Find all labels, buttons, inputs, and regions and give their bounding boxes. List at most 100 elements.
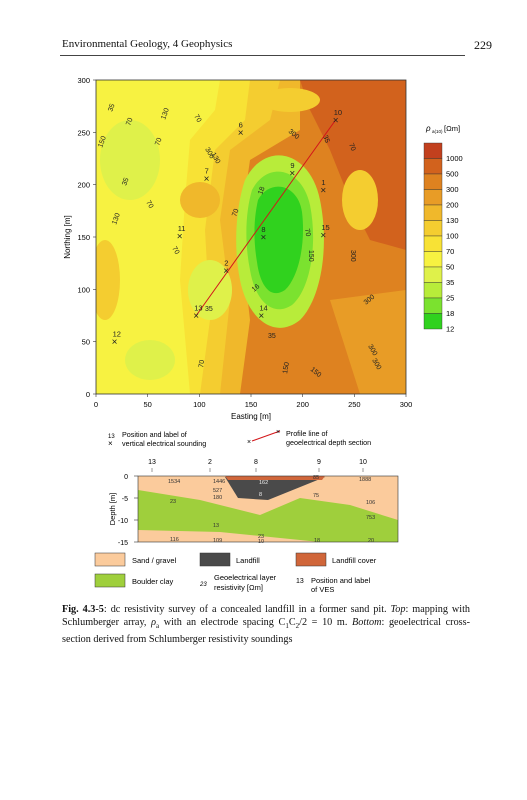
y-tick-label: 100 (77, 285, 90, 294)
legend-class-label: 1000 (446, 154, 463, 163)
caption-rho-subscript: a (155, 622, 160, 631)
landfill-label: Landfill (236, 556, 260, 565)
layer-resistivity-example: 23 (199, 582, 207, 588)
legend-class-label: 50 (446, 263, 454, 272)
legend-swatch (423, 220, 443, 237)
legend-class-label: 130 (446, 216, 459, 225)
ves-cross-icon: × (258, 311, 264, 322)
legend-swatch (423, 142, 443, 159)
y-tick-label: 50 (82, 338, 90, 347)
map-key: 13 Position and label of × vertical elec… (108, 429, 371, 448)
legend-swatch (423, 204, 443, 221)
section-top-label: 10 (359, 459, 367, 466)
layer-resistivity: 1888 (359, 477, 371, 483)
contour-label: 70 (303, 228, 311, 237)
landfill-cover-label: Landfill cover (332, 556, 377, 565)
caption-top-label: Top (390, 604, 406, 615)
x-tick-label: 100 (193, 400, 206, 409)
map-patch-100-c (260, 88, 320, 112)
x-tick-label: 0 (94, 400, 98, 409)
caption-rho: ρ (151, 617, 156, 629)
layer-resistivity: 10 (258, 539, 264, 545)
boulder-clay-swatch (94, 573, 126, 588)
legend-class-label: 25 (446, 294, 454, 303)
layer-resistivity: 8 (259, 492, 262, 498)
x-tick-label: 300 (400, 400, 413, 409)
legend-title-rho: ρ (425, 124, 431, 133)
legend-swatch (423, 251, 443, 268)
section-y-tick: -10 (118, 518, 128, 525)
ves-position-text-2: of VES (311, 585, 334, 594)
contour-label: 300 (203, 147, 215, 161)
section-y-tick: 0 (124, 474, 128, 481)
contour-label: 70 (192, 114, 202, 124)
layer-resistivity: 527 (213, 488, 222, 494)
page-number: 229 (474, 38, 492, 52)
layer-resistivity: 1534 (168, 479, 180, 485)
y-tick-label: 0 (86, 390, 90, 399)
ves-label: 11 (178, 224, 186, 233)
legend-classes: 1000 500 300 200 130 100 70 50 35 25 18 12 (423, 142, 463, 334)
layer-resistivity-text-1: Geoelectrical layer (214, 573, 277, 582)
y-tick-label: 150 (77, 233, 90, 242)
layer-resistivity: 85 (313, 475, 319, 481)
section-landfill-cover (225, 476, 325, 480)
legend-swatch (423, 282, 443, 299)
contour-label: 300 (370, 358, 382, 372)
boulder-clay-label: Boulder clay (132, 577, 174, 586)
contour-label: 150 (307, 250, 314, 262)
legend-swatch (423, 266, 443, 283)
ves-cross-icon: × (333, 115, 339, 126)
contour-label: 35 (268, 333, 276, 340)
layer-resistivity: 109 (213, 538, 222, 544)
contour-label: 70 (144, 200, 154, 210)
legend-class-label: 100 (446, 232, 459, 241)
legend-class-label: 200 (446, 201, 459, 210)
ves-cross-icon: × (238, 128, 244, 139)
section-top-label: 13 (148, 459, 156, 466)
contour-label: 70 (154, 137, 163, 147)
x-tick-label: 50 (143, 400, 151, 409)
caption-text: /2 = 10 m. (299, 617, 353, 629)
map-y-axis-label: Northing [m] (63, 215, 72, 259)
legend-swatch (423, 173, 443, 190)
layer-resistivity: 106 (366, 500, 375, 506)
contour-label: 130 (111, 212, 122, 225)
ves-markers: ×1×2×6×7×8×9×10×11×12×13×14×15 (112, 108, 342, 348)
section-axes: 0 -5 -10 -15 Depth [m] (108, 474, 138, 547)
caption-text: : mapping with Schlumberger array, (62, 604, 470, 629)
map-patch-100-b (342, 170, 378, 230)
ves-label: 2 (224, 258, 228, 267)
map-patch-35-b (188, 260, 232, 320)
ves-cross-icon: × (289, 169, 295, 180)
map-patch-100-a (96, 240, 120, 320)
map-x-axis-label: Easting [m] (231, 412, 271, 421)
ves-cross-icon: × (260, 233, 266, 244)
map-zone-12 (254, 186, 304, 294)
layer-resistivity: 116 (170, 537, 179, 543)
ves-label: 15 (321, 223, 329, 232)
contour-label: 18 (257, 186, 266, 196)
ves-cross-icon: × (177, 231, 183, 242)
ves-label: 1 (321, 178, 325, 187)
ves-label: 9 (290, 161, 294, 170)
ves-label: 6 (239, 120, 243, 129)
key-ves-text-2: vertical electrical sounding (122, 439, 206, 448)
section-frame (137, 475, 399, 543)
caption-text: with an electrode spacing C (159, 617, 286, 629)
ves-label: 8 (261, 225, 265, 234)
layer-resistivity: 20 (368, 538, 374, 544)
resistivity-legend: ρ a(10) [Ωm] 1000 500 300 200 130 100 70 50 35 25… (423, 124, 463, 334)
map-patch-35-c (125, 340, 175, 380)
section-legend: Sand / gravel Landfill Landfill cover Bo… (94, 552, 377, 594)
contour-label: 300 (366, 344, 378, 358)
contour-label: 35 (107, 103, 116, 113)
ves-label: 7 (205, 166, 209, 175)
contour-label: 70 (125, 117, 134, 127)
layer-resistivity: 23 (170, 499, 176, 505)
key-ves-text-1: Position and label of (122, 430, 187, 439)
caption-text: C (288, 617, 296, 629)
resistivity-map (96, 80, 406, 394)
caption-c1-subscript: 1 (285, 622, 289, 631)
legend-class-label: 18 (446, 309, 454, 318)
